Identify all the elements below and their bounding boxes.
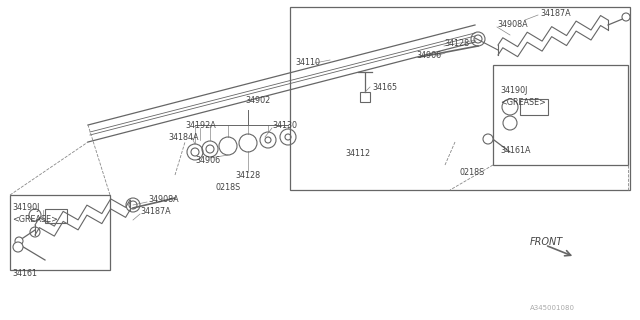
Text: <GREASE>: <GREASE> bbox=[12, 215, 58, 225]
Bar bbox=[520, 99, 548, 115]
Bar bbox=[360, 92, 370, 102]
Text: 34908A: 34908A bbox=[497, 20, 527, 28]
Text: 0218S: 0218S bbox=[460, 167, 485, 177]
Bar bbox=[493, 65, 628, 165]
Text: 34187A: 34187A bbox=[140, 207, 171, 217]
Text: 34128: 34128 bbox=[235, 171, 260, 180]
Text: 34906: 34906 bbox=[416, 51, 441, 60]
Text: 34112: 34112 bbox=[345, 148, 370, 157]
Text: 34184A: 34184A bbox=[168, 132, 198, 141]
Text: 34130: 34130 bbox=[272, 121, 297, 130]
Text: A345001080: A345001080 bbox=[530, 305, 575, 311]
Text: 34187A: 34187A bbox=[540, 9, 571, 18]
Text: <GREASE>: <GREASE> bbox=[500, 98, 546, 107]
Text: 34902: 34902 bbox=[245, 95, 270, 105]
Circle shape bbox=[15, 237, 23, 245]
Bar bbox=[45, 209, 67, 223]
Text: FRONT: FRONT bbox=[530, 237, 563, 247]
Text: 34190J: 34190J bbox=[500, 85, 527, 94]
Circle shape bbox=[622, 13, 630, 21]
Text: 34165: 34165 bbox=[372, 83, 397, 92]
Circle shape bbox=[13, 242, 23, 252]
Bar bbox=[10, 195, 110, 270]
Text: 34128: 34128 bbox=[444, 38, 469, 47]
Bar bbox=[290, 7, 630, 190]
Circle shape bbox=[483, 134, 493, 144]
Text: 0218S: 0218S bbox=[215, 182, 240, 191]
Text: 34192A: 34192A bbox=[185, 121, 216, 130]
Text: 34190J: 34190J bbox=[12, 203, 40, 212]
Text: 34110: 34110 bbox=[295, 58, 320, 67]
Text: 34906: 34906 bbox=[195, 156, 220, 164]
Text: 34908A: 34908A bbox=[148, 196, 179, 204]
Text: 34161A: 34161A bbox=[500, 146, 531, 155]
Text: 34161: 34161 bbox=[12, 269, 37, 278]
